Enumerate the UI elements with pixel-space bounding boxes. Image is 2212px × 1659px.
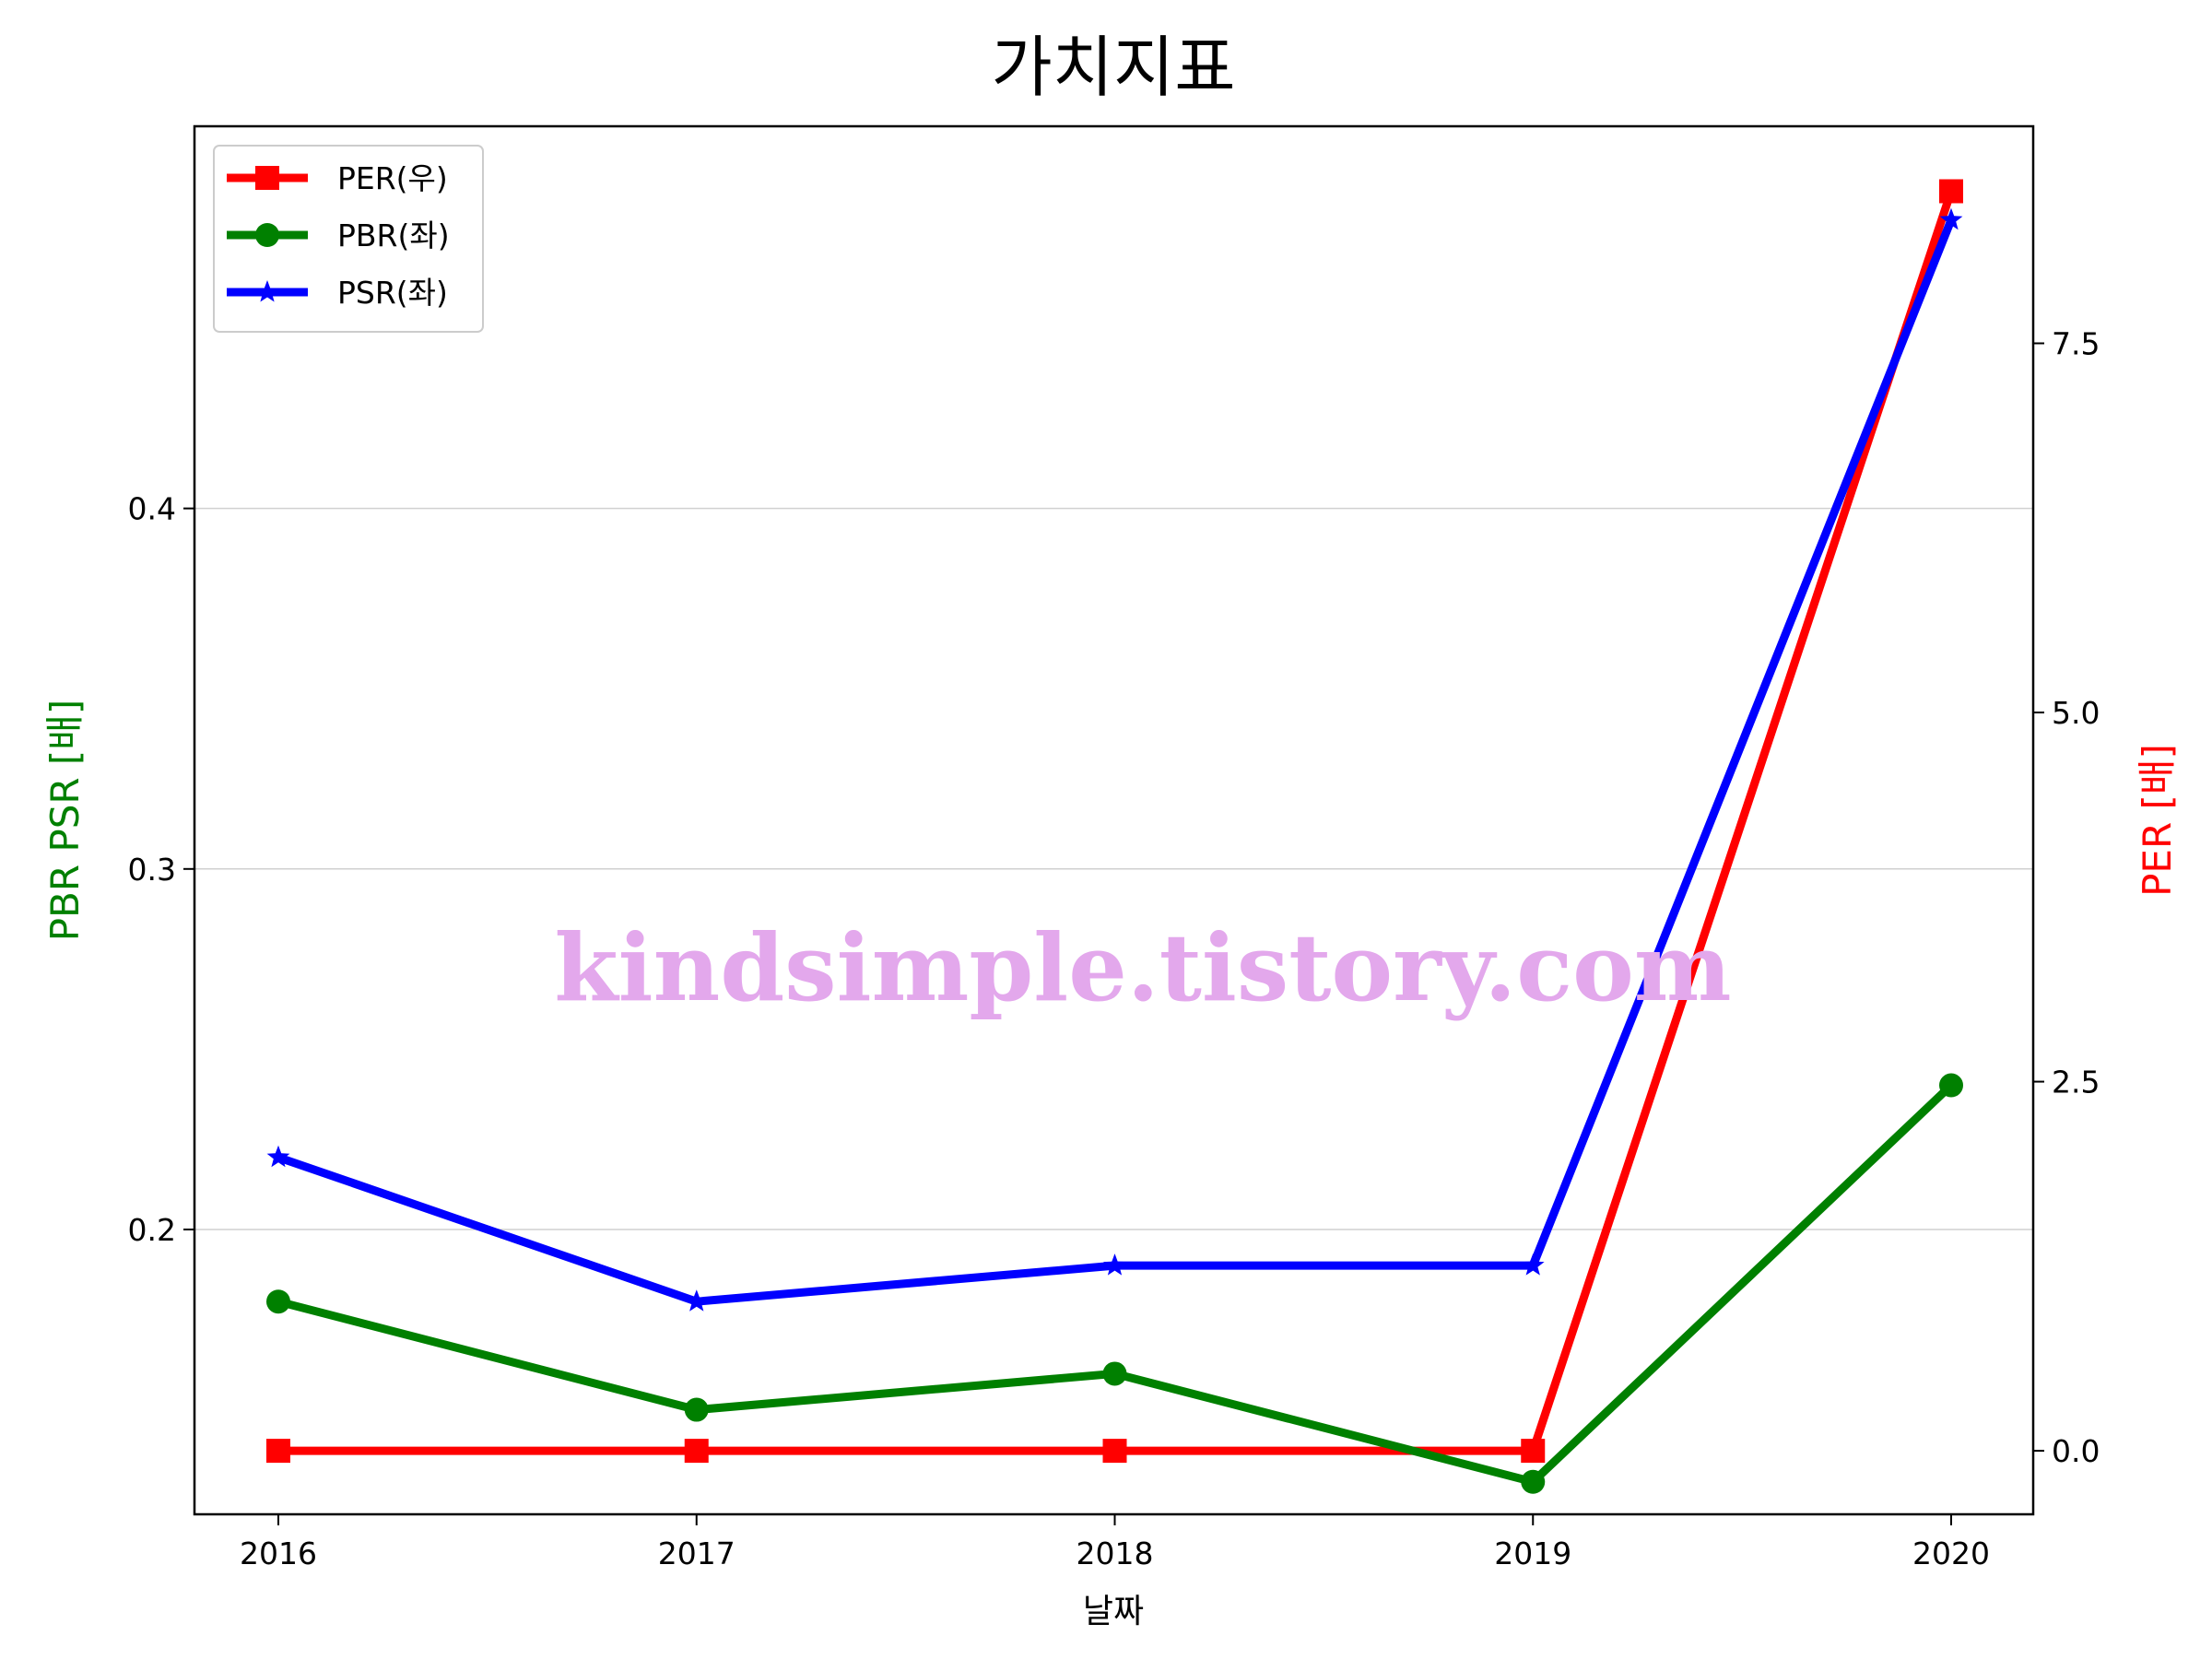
psr-point bbox=[266, 1145, 290, 1168]
legend: PER(우) PBR(좌) PSR(좌) bbox=[213, 145, 484, 333]
chart-title: 가치지표 bbox=[992, 29, 1236, 106]
psr-line bbox=[276, 218, 1956, 1306]
legend-label: PSR(좌) bbox=[337, 275, 448, 311]
pbr-point bbox=[1939, 1073, 1963, 1098]
per-point bbox=[266, 1439, 290, 1464]
x-tick-label: 2016 bbox=[240, 1535, 317, 1571]
psr-point bbox=[1939, 207, 1963, 230]
pbr-line bbox=[276, 1082, 1955, 1487]
left-tick-label: 0.3 bbox=[128, 852, 176, 888]
legend-box bbox=[213, 145, 484, 333]
legend-entry: PBR(좌) bbox=[227, 218, 450, 253]
left-tick-label: 0.2 bbox=[128, 1212, 176, 1248]
right-axis-ticks: 0.0 2.5 5.0 7.5 bbox=[2033, 326, 2100, 1469]
left-tick-label: 0.4 bbox=[128, 491, 176, 527]
per-point bbox=[684, 1439, 709, 1464]
pbr-point bbox=[266, 1289, 290, 1314]
x-axis-ticks: 2016 2017 2018 2019 2020 bbox=[240, 1514, 1990, 1571]
legend-label: PER(우) bbox=[337, 160, 448, 196]
psr-point bbox=[685, 1289, 709, 1312]
legend-swatch-marker bbox=[255, 223, 279, 247]
legend-entry: PER(우) bbox=[227, 160, 448, 196]
legend-label: PBR(좌) bbox=[337, 218, 450, 253]
per-point bbox=[1939, 179, 1963, 204]
psr-point bbox=[1103, 1253, 1126, 1276]
legend-entry: PSR(좌) bbox=[227, 275, 448, 311]
x-tick-label: 2017 bbox=[658, 1535, 735, 1571]
watermark: kindsimple.tistory.com bbox=[554, 913, 1731, 1022]
right-tick-label: 0.0 bbox=[2052, 1433, 2100, 1469]
legend-swatch-marker bbox=[255, 166, 279, 190]
x-axis-label: 날짜 bbox=[1083, 1593, 1144, 1630]
series-layer bbox=[266, 179, 1963, 1494]
series-pbr bbox=[266, 1073, 1963, 1494]
plot-frame bbox=[193, 124, 2035, 1516]
pbr-point bbox=[684, 1397, 709, 1422]
grid-lines bbox=[194, 507, 2033, 1230]
left-axis-ticks: 0.2 0.3 0.4 bbox=[128, 491, 194, 1248]
series-psr bbox=[266, 207, 1963, 1312]
x-tick-label: 2018 bbox=[1077, 1535, 1154, 1571]
right-axis-label: PER [배] bbox=[2135, 744, 2180, 897]
pbr-point bbox=[1102, 1361, 1127, 1386]
right-tick-label: 2.5 bbox=[2052, 1065, 2100, 1100]
right-tick-label: 5.0 bbox=[2052, 695, 2100, 731]
x-tick-label: 2020 bbox=[1912, 1535, 1990, 1571]
psr-point bbox=[1521, 1253, 1545, 1276]
pbr-point bbox=[1521, 1469, 1546, 1494]
legend-swatch-marker bbox=[255, 280, 279, 302]
series-per bbox=[266, 179, 1963, 1464]
per-point bbox=[1102, 1439, 1127, 1464]
left-axis-label: PBR PSR [배] bbox=[42, 700, 88, 942]
per-point bbox=[1521, 1439, 1546, 1464]
x-tick-label: 2019 bbox=[1494, 1535, 1571, 1571]
right-tick-label: 7.5 bbox=[2052, 326, 2100, 362]
